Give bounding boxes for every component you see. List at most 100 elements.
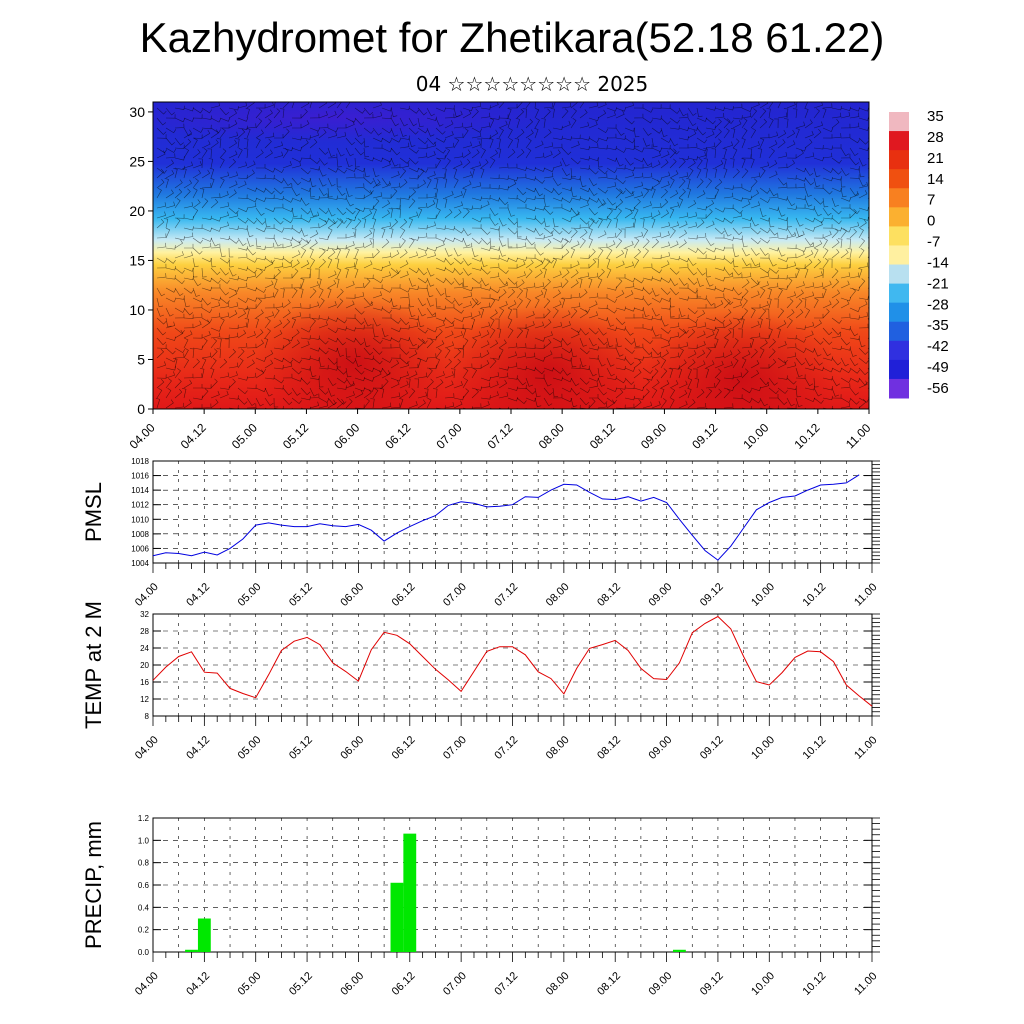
x-tick-label: 09.12 xyxy=(689,420,720,451)
y-axis-title: TEMP at 2 M xyxy=(81,601,106,729)
x-tick-label: 10.12 xyxy=(801,734,829,762)
pmsl-panel: 1004 1006 1008 1010 1012 1014 1016 1018 04.00 04.… xyxy=(81,457,880,609)
precip-bar xyxy=(390,882,404,952)
colorbar-label: 14 xyxy=(927,171,944,188)
cold-region xyxy=(153,102,547,142)
colorbar-label: -56 xyxy=(927,380,949,397)
warm-region xyxy=(639,310,841,409)
x-tick-label: 07.12 xyxy=(485,420,516,451)
y-axis-title: PMSL xyxy=(81,482,106,542)
x-tick-label: 10.00 xyxy=(749,581,777,609)
x-tick-label: 09.00 xyxy=(646,581,674,609)
x-tick-label: 04.12 xyxy=(184,581,212,609)
x-tick-label: 11.00 xyxy=(852,970,879,997)
x-tick-label: 06.12 xyxy=(390,970,418,998)
colorbar-swatch xyxy=(889,131,909,151)
x-tick-label: 10.00 xyxy=(740,420,771,451)
x-tick-label: 07.00 xyxy=(441,581,469,609)
x-tick-label: 08.00 xyxy=(544,970,572,998)
x-tick-label: 08.00 xyxy=(544,734,572,762)
colorbar-label: -21 xyxy=(927,275,949,292)
x-tick-label: 09.12 xyxy=(698,581,726,609)
y-tick-label: 1.0 xyxy=(138,836,150,845)
x-tick-label: 08.12 xyxy=(595,581,623,609)
y-tick-label: 1016 xyxy=(131,472,149,481)
x-tick-label: 06.12 xyxy=(390,581,418,609)
colorbar-label: -35 xyxy=(927,317,949,334)
colorbar-swatch xyxy=(889,264,909,285)
x-tick-label: 08.00 xyxy=(536,420,567,451)
colorbar-swatch xyxy=(889,283,909,304)
x-tick-label: 04.00 xyxy=(133,970,161,998)
x-tick-label: 09.12 xyxy=(698,970,726,998)
colorbar-swatch xyxy=(889,378,909,399)
x-tick-label: 05.00 xyxy=(236,970,264,998)
x-tick-label: 05.00 xyxy=(236,734,264,762)
y-tick-label: 30 xyxy=(129,104,145,120)
x-tick-label: 04.00 xyxy=(133,581,161,609)
x-tick-label: 08.12 xyxy=(587,420,618,451)
y-tick-label: 20 xyxy=(140,661,149,670)
x-tick-label: 07.00 xyxy=(433,420,464,451)
colorbar-label: -7 xyxy=(927,234,940,251)
x-tick-label: 04.12 xyxy=(184,734,212,762)
x-tick-label: 09.12 xyxy=(698,734,726,762)
colorbar-label: 28 xyxy=(927,129,944,146)
colorbar-swatch xyxy=(889,188,909,208)
precip-bar xyxy=(403,833,417,952)
colorbar-swatch xyxy=(889,245,909,266)
warm-region xyxy=(446,304,648,409)
x-tick-label: 07.12 xyxy=(492,581,520,609)
y-tick-label: 0.2 xyxy=(138,926,150,935)
x-tick-label: 06.12 xyxy=(382,420,413,451)
precip-panel: 0.0 0.2 0.4 0.6 0.8 1.0 1.2 04.00 04.12 05.00 05.1… xyxy=(81,814,880,998)
y-tick-label: 28 xyxy=(140,627,149,636)
x-tick-label: 10.12 xyxy=(801,581,829,609)
panel-frame xyxy=(152,460,873,564)
colorbar-label: -28 xyxy=(927,296,949,313)
x-tick-label: 04.12 xyxy=(178,420,209,451)
x-tick-label: 07.00 xyxy=(441,970,469,998)
chart-subtitle: 04 ☆☆☆☆☆☆☆☆ 2025 xyxy=(415,72,649,96)
colorbar-label: 21 xyxy=(927,150,944,167)
y-tick-label: 10 xyxy=(129,302,145,318)
colorbar-label: -49 xyxy=(927,359,949,376)
y-tick-label: 24 xyxy=(140,644,149,653)
x-tick-label: 07.12 xyxy=(492,734,520,762)
x-tick-label: 10.00 xyxy=(749,734,777,762)
chart-title: Kazhydromet for Zhetikara(52.18 61.22) xyxy=(139,14,885,61)
colorbar-label: 35 xyxy=(927,108,944,125)
x-tick-label: 06.12 xyxy=(390,734,418,762)
y-tick-label: 1018 xyxy=(131,457,149,466)
y-tick-label: 1004 xyxy=(131,559,149,568)
x-tick-label: 09.00 xyxy=(646,734,674,762)
y-tick-label: 0 xyxy=(137,401,145,417)
y-tick-label: 0.6 xyxy=(138,881,150,890)
precip-bar xyxy=(185,949,198,952)
y-tick-label: 20 xyxy=(129,203,145,219)
x-tick-label: 05.12 xyxy=(287,734,315,762)
colorbar-label: 7 xyxy=(927,192,935,209)
y-tick-label: 25 xyxy=(129,153,145,169)
x-tick-label: 09.00 xyxy=(638,420,669,451)
y-tick-label: 1006 xyxy=(131,544,149,553)
colorbar-swatch xyxy=(889,207,909,227)
x-tick-label: 05.12 xyxy=(287,581,315,609)
precip-bar xyxy=(197,918,211,952)
x-tick-label: 09.00 xyxy=(646,970,674,998)
x-tick-label: 04.12 xyxy=(184,970,212,998)
colorbar-swatch xyxy=(889,340,909,361)
y-tick-label: 16 xyxy=(140,678,149,687)
x-tick-label: 08.12 xyxy=(595,734,623,762)
colorbar: 35 28 21 14 7 0 -7 -14 -21 -28 -35 -42 -49 -56 xyxy=(889,108,949,399)
y-axis-title: PRECIP, mm xyxy=(81,821,106,949)
colorbar-swatch xyxy=(889,226,909,246)
colorbar-label: -42 xyxy=(927,338,949,355)
x-tick-label: 07.12 xyxy=(492,970,520,998)
wind-barbs xyxy=(155,102,869,409)
x-tick-label: 10.00 xyxy=(749,970,777,998)
x-tick-label: 04.00 xyxy=(133,734,161,762)
x-tick-label: 11.00 xyxy=(843,421,874,452)
temp-panel: 8 12 16 20 24 28 32 04.00 04.12 05.00 05.12 06.00 06… xyxy=(81,601,880,762)
y-tick-label: 1012 xyxy=(131,501,149,510)
